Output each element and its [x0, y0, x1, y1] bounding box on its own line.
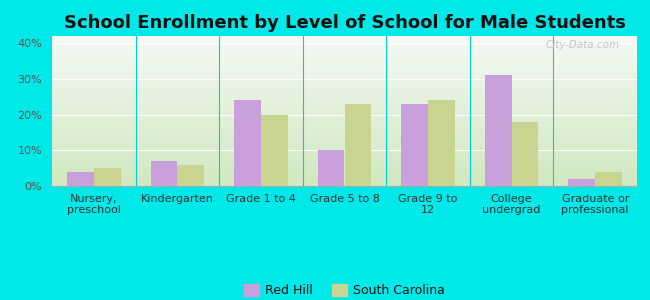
Legend: Red Hill, South Carolina: Red Hill, South Carolina	[239, 279, 450, 300]
Title: School Enrollment by Level of School for Male Students: School Enrollment by Level of School for…	[64, 14, 625, 32]
Bar	[234, 100, 261, 186]
Bar	[569, 179, 595, 186]
Bar	[67, 172, 94, 186]
Bar	[401, 104, 428, 186]
Bar	[94, 168, 120, 186]
Bar	[151, 161, 177, 186]
Bar	[344, 104, 371, 186]
Bar	[512, 122, 538, 186]
Bar	[318, 150, 344, 186]
Bar	[485, 75, 512, 186]
Bar	[428, 100, 455, 186]
Bar	[177, 165, 204, 186]
Bar	[261, 115, 288, 186]
Bar	[595, 172, 622, 186]
Text: City-Data.com: City-Data.com	[545, 40, 619, 50]
